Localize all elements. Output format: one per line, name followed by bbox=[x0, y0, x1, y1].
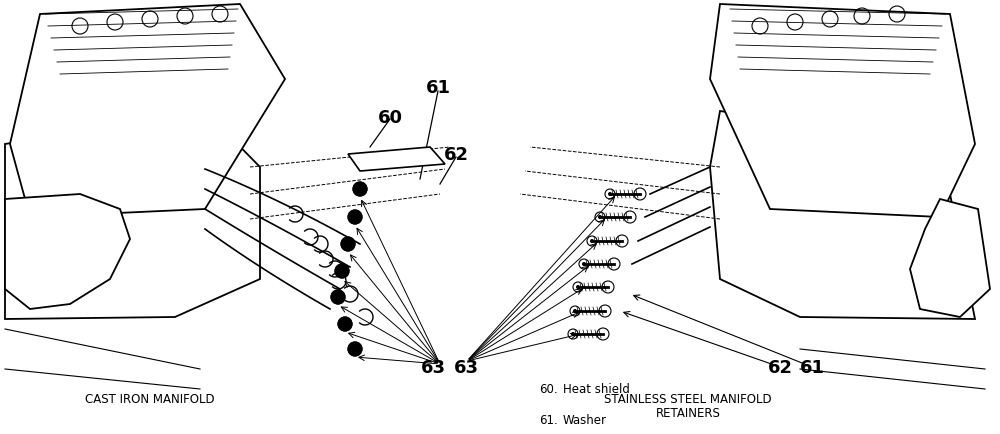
Text: STAINLESS STEEL MANIFOLD: STAINLESS STEEL MANIFOLD bbox=[604, 393, 772, 405]
Circle shape bbox=[348, 342, 362, 356]
Text: Heat shield: Heat shield bbox=[563, 382, 630, 395]
Text: 61: 61 bbox=[426, 79, 450, 97]
Circle shape bbox=[348, 210, 362, 224]
Circle shape bbox=[598, 216, 602, 220]
Circle shape bbox=[822, 47, 838, 63]
Circle shape bbox=[893, 58, 907, 72]
Circle shape bbox=[582, 263, 586, 266]
Polygon shape bbox=[348, 148, 445, 171]
Text: 60: 60 bbox=[378, 109, 402, 127]
Polygon shape bbox=[5, 194, 130, 309]
Polygon shape bbox=[710, 5, 975, 217]
Circle shape bbox=[88, 247, 102, 261]
Text: 61: 61 bbox=[800, 358, 824, 376]
Text: 63: 63 bbox=[454, 358, 479, 376]
Text: 60.: 60. bbox=[539, 382, 558, 395]
Polygon shape bbox=[710, 112, 975, 319]
Circle shape bbox=[338, 317, 352, 331]
Text: 61.: 61. bbox=[539, 413, 558, 426]
Circle shape bbox=[590, 240, 594, 243]
Circle shape bbox=[78, 58, 92, 72]
Text: 63: 63 bbox=[420, 358, 446, 376]
Circle shape bbox=[341, 237, 355, 251]
Polygon shape bbox=[910, 200, 990, 317]
Circle shape bbox=[331, 290, 345, 304]
Circle shape bbox=[335, 264, 349, 278]
Text: CAST IRON MANIFOLD: CAST IRON MANIFOLD bbox=[85, 393, 215, 405]
Text: 62: 62 bbox=[768, 358, 792, 376]
Text: 62: 62 bbox=[444, 146, 468, 164]
Circle shape bbox=[608, 193, 612, 197]
Circle shape bbox=[576, 285, 580, 289]
Circle shape bbox=[573, 309, 577, 313]
Circle shape bbox=[147, 47, 163, 63]
Polygon shape bbox=[5, 112, 260, 319]
Circle shape bbox=[571, 332, 575, 336]
Text: RETAINERS: RETAINERS bbox=[656, 407, 720, 420]
Polygon shape bbox=[10, 5, 285, 217]
Circle shape bbox=[353, 183, 367, 197]
Text: Washer: Washer bbox=[563, 413, 607, 426]
Circle shape bbox=[44, 218, 66, 240]
